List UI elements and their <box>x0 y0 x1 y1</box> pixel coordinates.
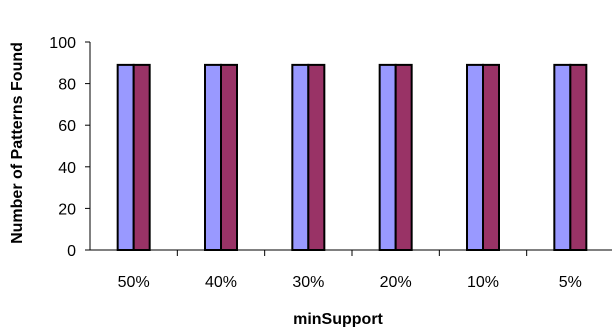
bar-2-5pct <box>569 63 588 251</box>
bar-2-30pct <box>307 63 326 251</box>
y-tick-label-0: 0 <box>67 243 76 260</box>
bar-1-40pct <box>204 63 222 251</box>
bar-1-50pct <box>116 63 135 251</box>
x-tick-label-50pct: 50% <box>118 274 150 291</box>
y-tick-label-100: 100 <box>49 35 76 52</box>
x-tick-label-20pct: 20% <box>380 274 412 291</box>
bar-1-30pct <box>291 63 310 251</box>
x-tick-label-5pct: 5% <box>559 274 582 291</box>
y-axis-title: Number of Patterns Found <box>9 42 26 244</box>
bars-layer <box>116 63 588 251</box>
y-tick-label-40: 40 <box>58 160 76 177</box>
bar-2-20pct <box>394 63 413 251</box>
x-tick-label-10pct: 10% <box>467 274 499 291</box>
bar-1-10pct <box>466 63 484 251</box>
bar-1-5pct <box>553 63 572 251</box>
axes-layer: 0 20 40 60 80 100 50% 40% 30% 20% 10% 5% <box>49 35 612 291</box>
bar-2-10pct <box>482 63 500 251</box>
x-tick-label-40pct: 40% <box>205 274 237 291</box>
x-tick-label-30pct: 30% <box>292 274 324 291</box>
y-tick-label-80: 80 <box>58 77 76 94</box>
bar-1-20pct <box>378 63 397 251</box>
bar-2-40pct <box>220 63 238 251</box>
bar-2-50pct <box>132 63 151 251</box>
x-axis-title: minSupport <box>293 311 383 327</box>
y-tick-label-60: 60 <box>58 118 76 135</box>
y-tick-label-20: 20 <box>58 201 76 218</box>
